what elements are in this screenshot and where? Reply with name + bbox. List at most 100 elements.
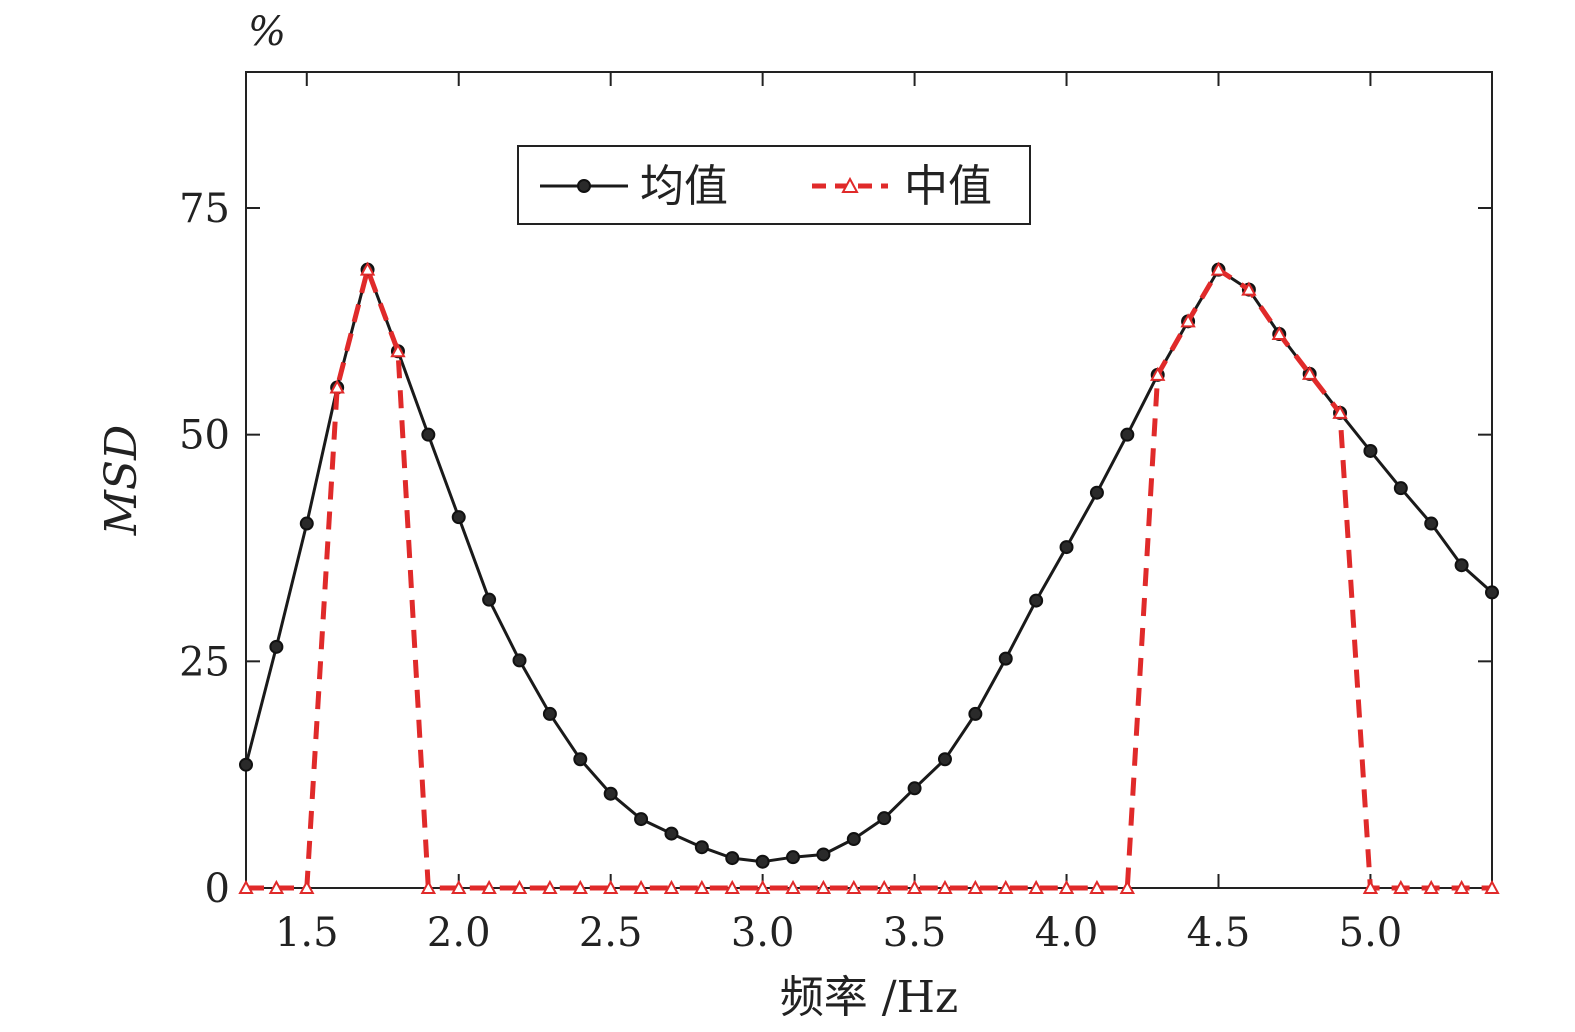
data-point <box>1180 313 1196 328</box>
data-point <box>1393 481 1408 496</box>
data-point <box>1089 485 1104 500</box>
data-point <box>967 879 984 894</box>
data-point <box>1241 281 1257 296</box>
series-layer <box>238 261 1500 894</box>
data-point <box>754 879 771 894</box>
data-point <box>694 879 710 894</box>
data-point <box>359 261 376 276</box>
legend-median-marker <box>841 176 859 193</box>
data-point <box>786 850 801 865</box>
data-point <box>1120 427 1135 442</box>
data-point <box>1454 558 1469 573</box>
data-point <box>572 879 588 894</box>
data-point <box>482 592 497 607</box>
data-point <box>1150 366 1166 381</box>
series-median <box>238 261 1500 894</box>
x-tick-label: 3.0 <box>731 910 795 956</box>
data-point <box>968 706 983 721</box>
legend-median-label: 中值 <box>904 161 992 212</box>
x-tick-label: 5.0 <box>1339 910 1403 956</box>
data-point <box>998 651 1013 666</box>
y-tick-label: 25 <box>179 639 230 685</box>
data-point <box>1332 404 1348 419</box>
data-point <box>1089 879 1105 894</box>
data-point <box>481 879 497 894</box>
data-point <box>542 879 558 894</box>
y-axis-title: MSD <box>96 425 147 536</box>
data-point <box>633 879 649 894</box>
legend-mean-marker <box>577 179 591 193</box>
data-point <box>725 851 740 866</box>
data-point <box>755 854 770 869</box>
data-point <box>937 879 953 894</box>
data-point <box>663 879 680 894</box>
x-tick-label: 1.5 <box>275 910 339 956</box>
data-point <box>724 879 740 894</box>
data-point <box>602 879 619 894</box>
data-point <box>299 879 315 894</box>
data-point <box>1485 585 1499 600</box>
data-point <box>1271 325 1287 341</box>
data-point <box>877 811 892 826</box>
data-point <box>1059 540 1074 555</box>
data-point <box>420 879 437 894</box>
data-point <box>937 752 952 767</box>
data-point <box>1029 593 1044 608</box>
data-point <box>451 879 467 894</box>
series-line <box>246 267 1492 891</box>
data-point <box>329 379 345 394</box>
data-point <box>1058 879 1075 894</box>
data-point <box>815 879 832 894</box>
data-point <box>1301 365 1318 380</box>
data-point <box>1362 879 1379 894</box>
data-point <box>1210 261 1227 276</box>
data-point <box>268 879 285 894</box>
data-point <box>998 879 1014 894</box>
x-axis-title: 频率 /Hz <box>780 972 958 1023</box>
data-point <box>603 786 618 801</box>
data-point <box>512 653 527 668</box>
series-mean <box>239 262 1499 869</box>
data-point <box>664 826 679 841</box>
data-point <box>573 752 588 767</box>
data-point <box>1424 516 1439 531</box>
data-point <box>269 639 284 654</box>
x-tick-label: 2.5 <box>579 910 643 956</box>
data-point <box>1484 879 1500 894</box>
data-point <box>906 879 923 894</box>
series-line <box>244 268 1494 864</box>
data-point <box>1363 443 1378 458</box>
y-tick-label: 50 <box>179 413 230 459</box>
data-point <box>238 879 254 894</box>
legend: 均值 中值 <box>517 145 1031 225</box>
data-point <box>785 879 801 894</box>
axis-ticks: 1.5 2.0 2.5 3.0 3.5 4.0 4.5 5.0 0 25 50 75 <box>179 72 1492 956</box>
data-point <box>816 847 831 862</box>
data-point <box>239 757 253 772</box>
x-tick-label: 2.0 <box>427 910 491 956</box>
data-point <box>1119 879 1136 894</box>
x-tick-label: 3.5 <box>883 910 947 956</box>
legend-mean-label: 均值 <box>640 161 728 212</box>
y-tick-label: 0 <box>205 866 230 912</box>
data-point <box>451 510 466 525</box>
y-unit-label: % <box>248 9 286 55</box>
data-point <box>634 812 649 827</box>
data-point <box>542 706 557 721</box>
data-point <box>907 781 922 796</box>
data-point <box>390 343 406 358</box>
data-point <box>511 879 528 894</box>
x-tick-label: 4.0 <box>1035 910 1099 956</box>
data-point <box>846 879 862 894</box>
data-point <box>299 516 314 531</box>
data-point <box>421 427 436 442</box>
y-tick-label: 75 <box>179 186 230 232</box>
data-point <box>1423 879 1439 894</box>
x-tick-label: 4.5 <box>1187 910 1251 956</box>
data-point <box>694 840 709 855</box>
data-point <box>846 832 861 847</box>
data-point <box>876 879 892 894</box>
data-point <box>1393 879 1409 894</box>
data-point <box>1453 879 1470 894</box>
